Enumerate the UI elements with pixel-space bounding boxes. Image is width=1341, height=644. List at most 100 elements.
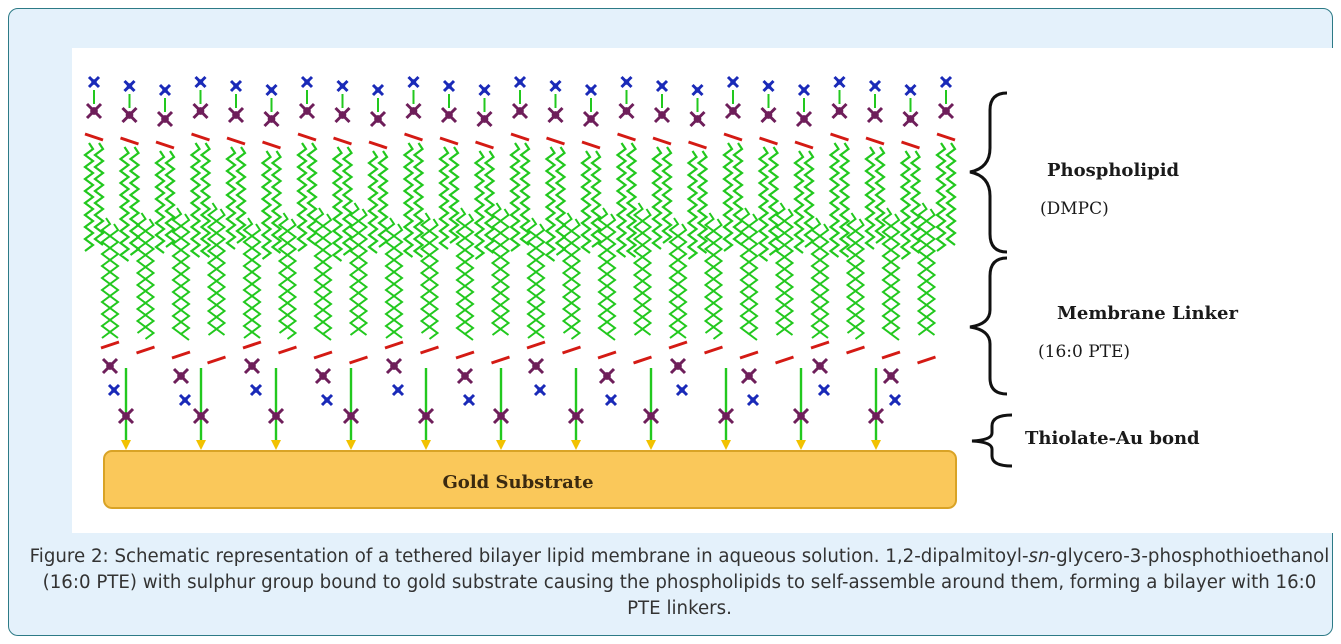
anchor-phosphate bbox=[347, 412, 355, 420]
phosphate-group bbox=[390, 362, 398, 370]
linker-tail bbox=[427, 218, 440, 340]
glycerol-oxygen bbox=[420, 345, 439, 355]
lipid-tail bbox=[509, 142, 521, 252]
choline-group bbox=[765, 83, 772, 89]
anchor-phosphate bbox=[797, 412, 805, 420]
lipid-tail bbox=[448, 146, 460, 244]
linker-tail bbox=[356, 208, 369, 336]
choline-group bbox=[91, 79, 97, 85]
choline-group bbox=[943, 79, 949, 85]
amine-group bbox=[253, 387, 259, 393]
linker-tail bbox=[526, 217, 538, 339]
sulfur-atom bbox=[196, 440, 206, 450]
phosphate-group bbox=[232, 111, 240, 119]
lipid-tail bbox=[412, 142, 425, 258]
linker-tail bbox=[392, 223, 404, 339]
glycerol-oxygen bbox=[652, 136, 672, 146]
choline-group bbox=[410, 79, 417, 85]
glycerol-oxygen bbox=[881, 350, 901, 360]
linker-tail bbox=[889, 213, 901, 341]
sulfur-atom bbox=[646, 440, 656, 450]
linker-tail bbox=[214, 208, 227, 336]
linker-tail bbox=[711, 218, 724, 340]
phosphate-group bbox=[587, 115, 595, 123]
lipid-molecules bbox=[83, 75, 957, 450]
lipid-tail bbox=[235, 146, 247, 244]
lipid-tail bbox=[803, 150, 815, 248]
lipid-tail bbox=[225, 146, 237, 250]
lipid-tail bbox=[473, 150, 486, 260]
lipid-tail bbox=[544, 146, 557, 262]
sulfur-atom bbox=[496, 440, 506, 450]
linker-tail bbox=[782, 208, 795, 336]
sulfur-atom bbox=[871, 440, 881, 450]
choline-group bbox=[801, 87, 807, 93]
linker-tail bbox=[455, 207, 467, 335]
linker-tail bbox=[498, 208, 511, 336]
choline-group bbox=[126, 83, 133, 89]
sulfur-atom bbox=[796, 440, 806, 450]
anchor-phosphate bbox=[722, 412, 730, 420]
amine-group bbox=[111, 387, 117, 393]
lipid-tail bbox=[260, 150, 273, 260]
choline-group bbox=[730, 79, 736, 85]
lipid-tail bbox=[402, 142, 415, 258]
lipid-tail bbox=[483, 150, 496, 254]
figure-frame: Gold Substrate Phospholipid (DMPC) Membr… bbox=[8, 8, 1340, 636]
lipid-tail bbox=[874, 146, 886, 244]
lipid-tail bbox=[935, 142, 947, 252]
linker-tail bbox=[250, 223, 262, 339]
membrane-linker-sublabel: (16:0 PTE) bbox=[1038, 342, 1130, 362]
choline-group bbox=[481, 87, 488, 93]
glycerol-oxygen bbox=[668, 340, 688, 350]
linker-tail bbox=[321, 213, 333, 341]
glycerol-oxygen bbox=[278, 345, 297, 355]
phospholipid-brace bbox=[969, 91, 1008, 254]
lipid-tail bbox=[625, 142, 638, 258]
glycerol-oxygen bbox=[901, 140, 920, 150]
choline-group bbox=[268, 87, 275, 93]
anchor-phosphate bbox=[497, 412, 505, 420]
linker-tail bbox=[135, 212, 148, 334]
glycerol-oxygen bbox=[526, 340, 546, 350]
glycerol-oxygen bbox=[581, 140, 601, 150]
lipid-tail bbox=[154, 150, 166, 254]
sulfur-atom bbox=[271, 440, 281, 450]
amine-group bbox=[821, 387, 827, 393]
lipid-tail bbox=[828, 142, 841, 258]
glycerol-oxygen bbox=[455, 350, 475, 360]
phosphate-group bbox=[319, 372, 327, 380]
lipid-tail bbox=[945, 142, 957, 246]
lipid-tail bbox=[118, 146, 131, 262]
lipid-tail bbox=[554, 146, 567, 256]
phosphate-group bbox=[800, 115, 808, 123]
linker-tail bbox=[108, 223, 120, 339]
glycerol-oxygen bbox=[242, 340, 262, 350]
glycerol-oxygen bbox=[723, 132, 743, 142]
linker-brace bbox=[969, 256, 1008, 396]
lipid-tail bbox=[367, 150, 379, 254]
glycerol-oxygen bbox=[313, 350, 333, 360]
sulfur-atom bbox=[421, 440, 431, 450]
amine-group bbox=[750, 397, 756, 403]
lipid-tail bbox=[732, 142, 744, 246]
phosphate-group bbox=[674, 362, 682, 370]
sulfur-atom bbox=[346, 440, 356, 450]
linker-tail bbox=[747, 213, 759, 341]
membrane-diagram: Gold Substrate Phospholipid (DMPC) Membr… bbox=[83, 75, 1238, 509]
choline-group bbox=[197, 79, 204, 85]
linker-tail bbox=[463, 213, 475, 341]
phosphate-group bbox=[532, 362, 540, 370]
glycerol-oxygen bbox=[597, 350, 617, 360]
lipid-tail bbox=[838, 142, 851, 258]
phosphate-group bbox=[303, 107, 311, 115]
glycerol-oxygen bbox=[759, 136, 778, 146]
lipid-tail bbox=[909, 150, 922, 254]
glycerol-oxygen bbox=[810, 340, 830, 350]
glycerol-oxygen bbox=[865, 136, 885, 146]
lipid-tail bbox=[128, 146, 141, 256]
lipid-tail bbox=[722, 142, 734, 252]
glycerol-oxygen bbox=[226, 136, 246, 146]
linker-tail bbox=[924, 208, 937, 336]
anchor-phosphate bbox=[872, 412, 880, 420]
